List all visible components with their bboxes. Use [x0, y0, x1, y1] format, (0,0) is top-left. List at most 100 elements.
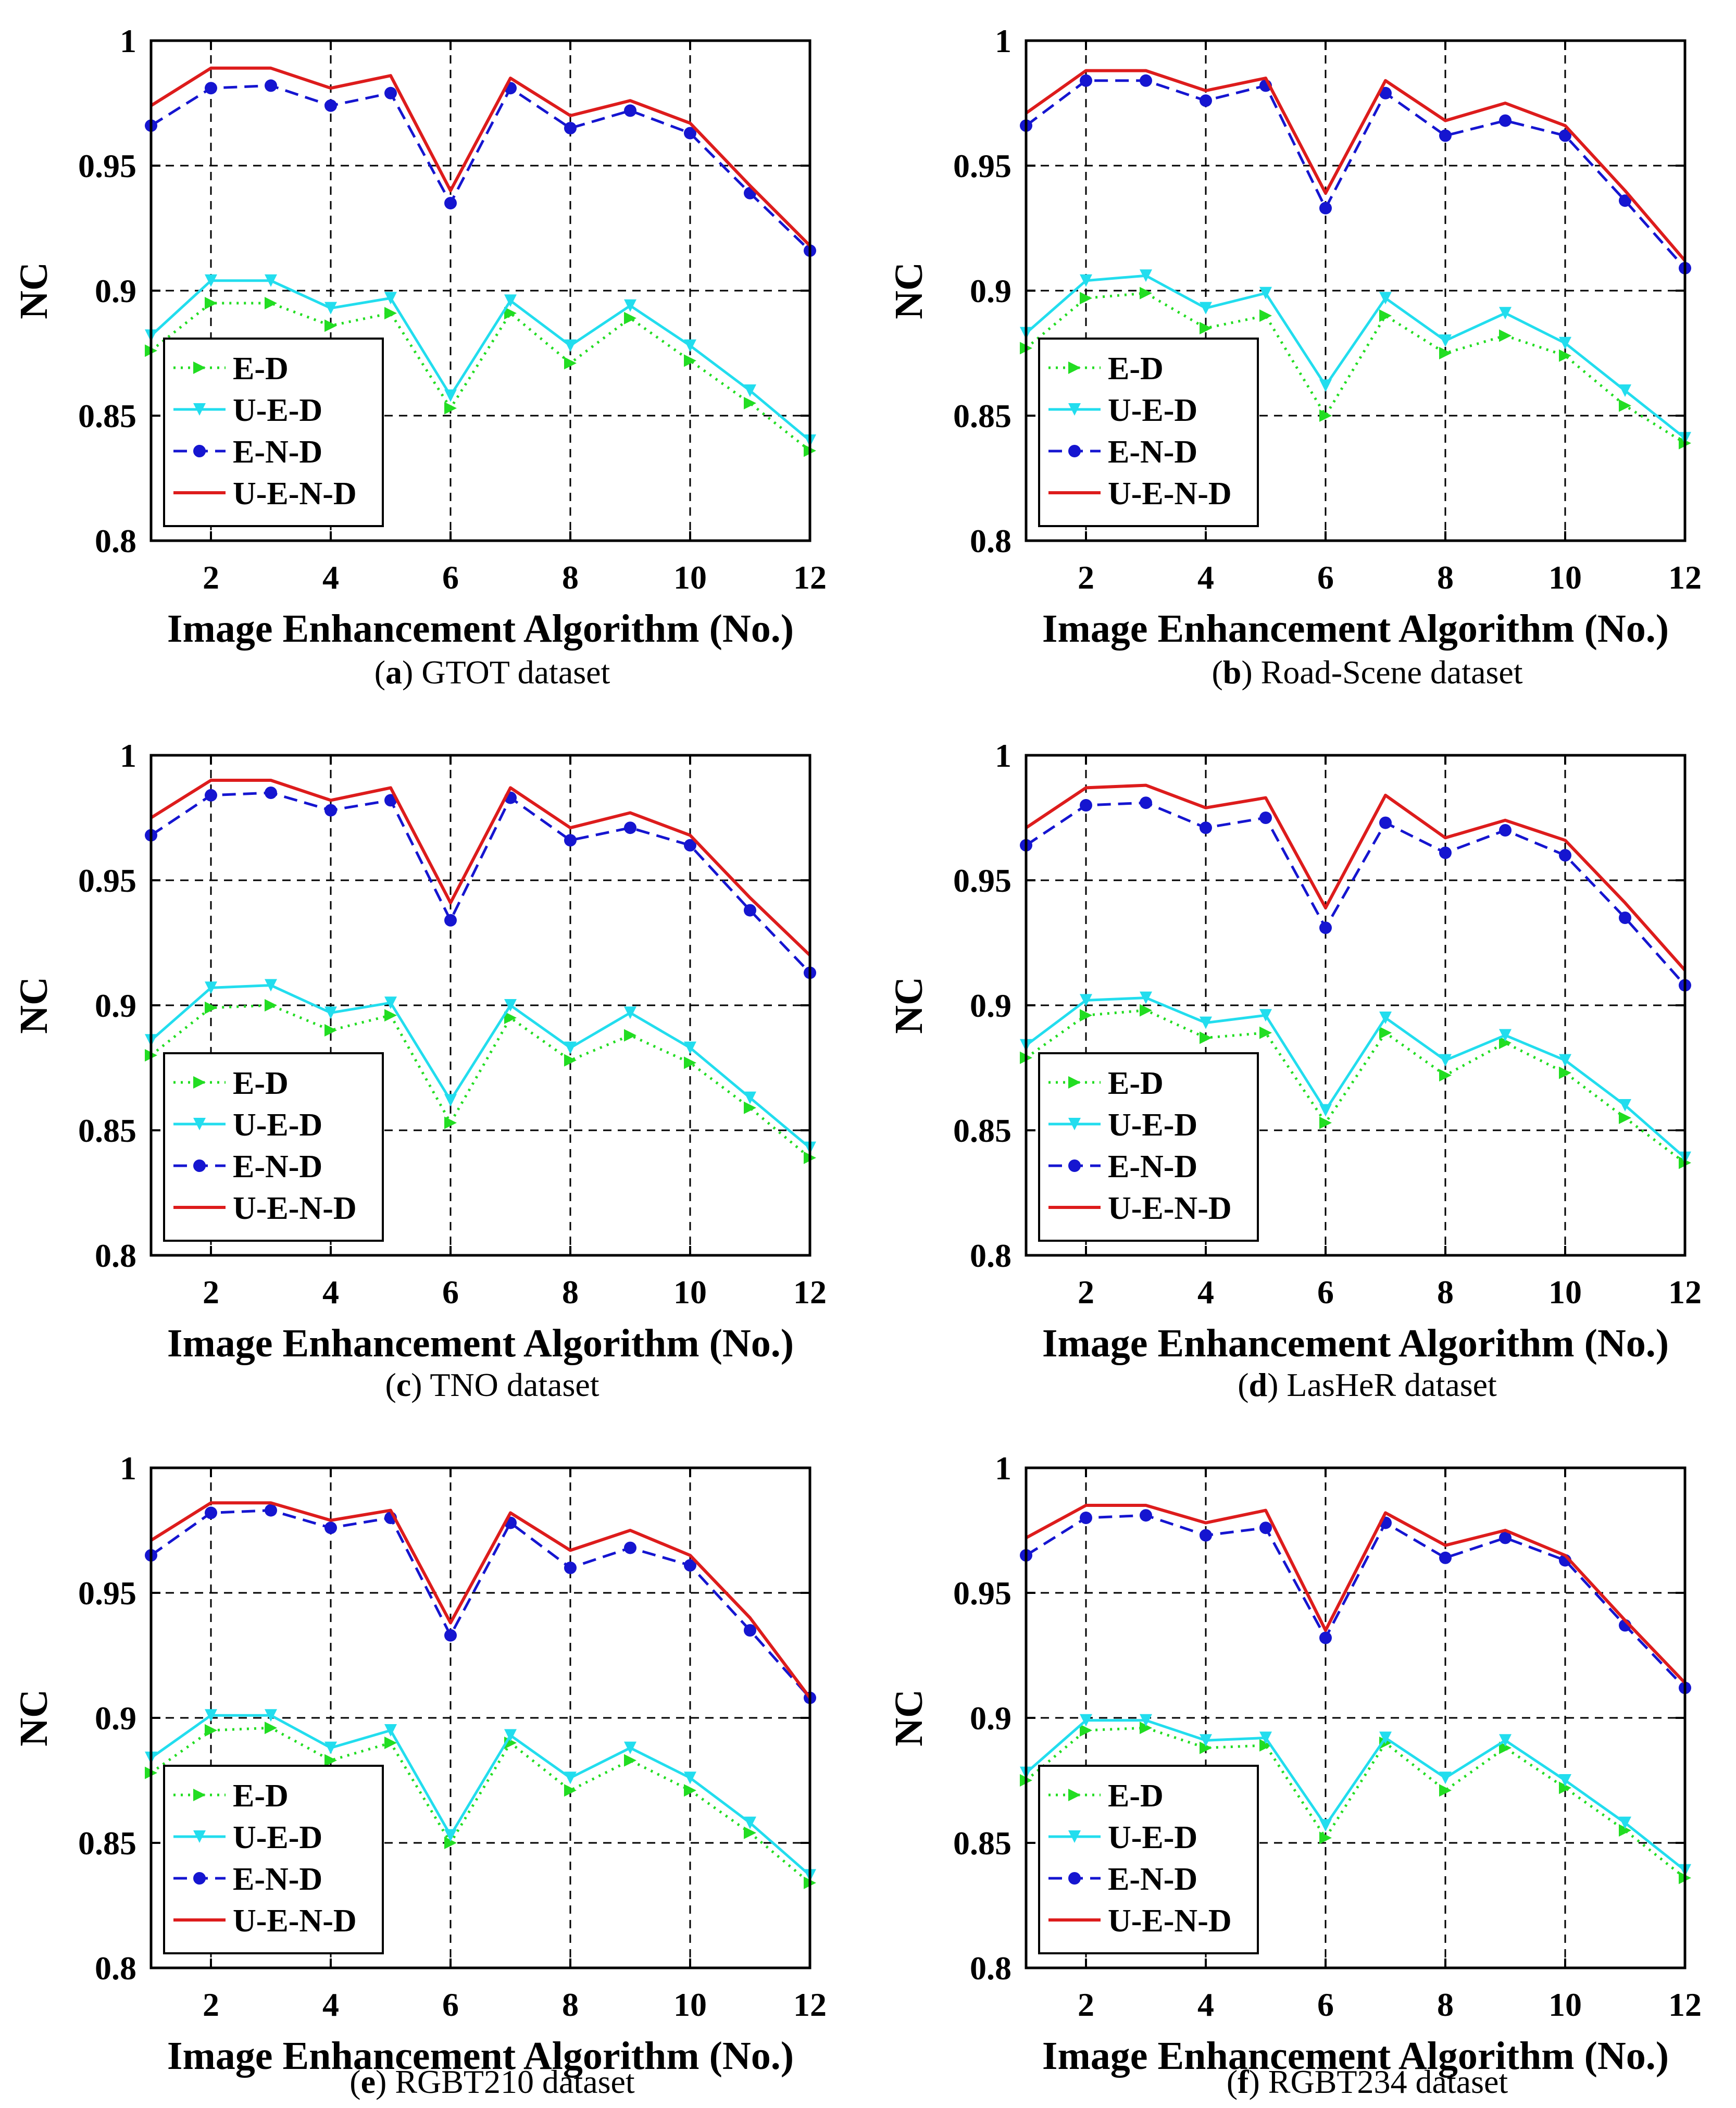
legend-label-u-e-d: U-E-D: [233, 1820, 322, 1855]
series-group: [145, 779, 816, 1164]
legend-label-u-e-d: U-E-D: [1108, 1107, 1197, 1143]
x-axis-label: Image Enhancement Algorithm (No.): [167, 2034, 794, 2078]
x-tick-label: 4: [322, 1274, 339, 1311]
data-point-e-d: [444, 402, 457, 415]
x-tick-label: 4: [322, 1986, 339, 2023]
x-tick-label: 8: [562, 559, 579, 596]
data-point-e-n-d: [384, 86, 397, 99]
y-tick-label: 0.8: [970, 1237, 1011, 1274]
chart-panel-b: 2 4 6 8 10 12 0.8 0.85 0.9 0.95 1 Image Enhancement…: [875, 0, 1734, 651]
legend-marker-e-n-d: [193, 1159, 206, 1172]
data-point-e-n-d: [1439, 129, 1452, 142]
data-point-e-d: [1439, 347, 1452, 359]
y-tick-label: 0.9: [970, 272, 1011, 309]
data-point-e-n-d: [324, 804, 337, 817]
data-point-e-n-d: [1319, 921, 1332, 934]
data-point-e-d: [1080, 1009, 1092, 1022]
data-point-e-n-d: [624, 1541, 636, 1554]
data-point-u-e-d: [1200, 1016, 1212, 1029]
caption-a: (a) GTOT dataset: [374, 654, 610, 691]
data-point-e-n-d: [1499, 1531, 1512, 1544]
x-tick-label: 6: [1317, 1274, 1334, 1311]
x-tick-label: 4: [1197, 1986, 1214, 2023]
data-point-u-e-d: [1259, 286, 1272, 300]
x-axis-label: Image Enhancement Algorithm (No.): [1042, 607, 1669, 651]
y-tick-label: 0.8: [970, 1950, 1011, 1987]
legend-marker-u-e-d: [1068, 1830, 1081, 1843]
data-point-u-e-d: [564, 339, 577, 352]
data-point-e-n-d: [1619, 194, 1631, 207]
legend-label-u-e-d: U-E-D: [1108, 1820, 1197, 1855]
data-point-e-d: [1200, 322, 1212, 334]
x-axis-label: Image Enhancement Algorithm (No.): [1042, 2034, 1669, 2078]
ticks: 2 4 6 8 10 12 0.8 0.85 0.9 0.95 1: [953, 737, 1702, 1311]
legend-marker-e-d: [193, 1076, 206, 1089]
data-point-e-d: [1140, 1722, 1152, 1735]
caption-letter: f: [1238, 2063, 1249, 2100]
y-axis-label: NC: [12, 262, 56, 319]
data-point-u-e-d: [444, 389, 457, 402]
data-point-e-d: [1559, 349, 1571, 362]
legend-marker-e-n-d: [193, 1872, 206, 1885]
ticks: 2 4 6 8 10 12 0.8 0.85 0.9 0.95 1: [953, 22, 1702, 596]
data-point-e-d: [624, 311, 636, 325]
data-point-u-e-d: [624, 1741, 636, 1754]
data-point-e-n-d: [564, 1562, 577, 1574]
y-tick-label: 1: [120, 1450, 136, 1487]
data-point-u-e-d: [265, 1709, 277, 1722]
series-line-u-e-n-d: [1025, 69, 1687, 262]
data-point-u-e-d: [1499, 1029, 1512, 1042]
y-tick-label: 0.8: [95, 522, 136, 559]
data-point-e-d: [1080, 292, 1092, 305]
data-point-e-n-d: [324, 1521, 337, 1535]
data-point-u-e-d: [1559, 1774, 1571, 1787]
data-point-u-e-d: [684, 339, 696, 352]
data-point-u-e-d: [1379, 1012, 1392, 1024]
y-tick-label: 0.85: [953, 397, 1011, 434]
legend-marker-e-d: [193, 361, 206, 374]
legend-label-u-e-d: U-E-D: [233, 393, 322, 428]
y-tick-label: 0.8: [95, 1237, 136, 1274]
data-point-e-n-d: [324, 99, 337, 112]
data-point-e-d: [1259, 309, 1272, 322]
y-tick-label: 0.9: [970, 1700, 1011, 1737]
data-point-e-d: [1140, 1004, 1152, 1017]
data-point-u-e-d: [744, 384, 756, 397]
chart-svg: 2 4 6 8 10 12 0.8 0.85 0.9 0.95 1 Image Enhancement…: [12, 22, 827, 651]
data-point-e-d: [504, 307, 517, 320]
x-tick-label: 4: [1197, 1274, 1214, 1311]
data-point-e-n-d: [1140, 1509, 1152, 1522]
caption-text: LasHeR dataset: [1278, 1366, 1497, 1403]
data-point-u-e-d: [504, 294, 517, 307]
data-point-e-d: [384, 1737, 397, 1749]
chart-panel-f: 2 4 6 8 10 12 0.8 0.85 0.9 0.95 1 Image Enhancement…: [875, 1427, 1734, 2078]
data-point-e-n-d: [205, 82, 217, 95]
x-tick-label: 8: [1437, 1274, 1454, 1311]
series-line-e-n-d: [150, 791, 811, 974]
x-tick-label: 6: [442, 1274, 459, 1311]
caption-letter: e: [360, 2063, 376, 2100]
x-tick-label: 12: [793, 1274, 827, 1311]
legend-label-e-d: E-D: [233, 351, 289, 386]
data-point-e-n-d: [444, 1629, 457, 1642]
y-axis-label: NC: [887, 977, 931, 1034]
series-line-u-e-n-d: [150, 779, 811, 957]
chart-panel-e: 2 4 6 8 10 12 0.8 0.85 0.9 0.95 1 Image Enhancement…: [0, 1427, 859, 2078]
data-point-e-d: [1200, 1031, 1212, 1044]
y-tick-label: 0.9: [95, 1700, 136, 1737]
legend: E-D U-E-D E-N-D U-E-N-D: [163, 1052, 384, 1242]
data-point-e-d: [744, 1101, 756, 1114]
data-point-e-d: [1619, 1112, 1631, 1124]
data-point-e-n-d: [1499, 114, 1512, 127]
x-tick-label: 12: [793, 1986, 827, 2023]
data-point-u-e-d: [205, 981, 217, 994]
data-point-u-e-d: [624, 1006, 636, 1019]
x-tick-label: 10: [1548, 1986, 1582, 2023]
data-point-e-d: [1499, 329, 1512, 342]
data-point-e-d: [1379, 309, 1392, 322]
data-point-e-d: [744, 397, 756, 409]
data-point-e-n-d: [265, 79, 277, 92]
data-point-e-d: [564, 357, 577, 370]
y-axis-label: NC: [887, 262, 931, 319]
legend-label-e-d: E-D: [1108, 1778, 1164, 1814]
